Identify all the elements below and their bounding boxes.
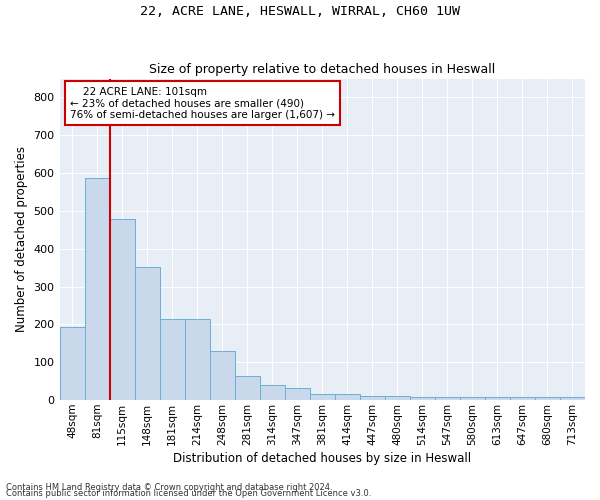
Bar	[285, 388, 310, 400]
Bar	[385, 396, 410, 400]
Bar	[209, 351, 235, 400]
Bar	[485, 397, 510, 400]
Bar	[310, 394, 335, 400]
Bar	[134, 267, 160, 400]
Bar	[535, 397, 560, 400]
X-axis label: Distribution of detached houses by size in Heswall: Distribution of detached houses by size …	[173, 452, 472, 465]
Text: Contains HM Land Registry data © Crown copyright and database right 2024.: Contains HM Land Registry data © Crown c…	[6, 484, 332, 492]
Bar	[435, 397, 460, 400]
Bar	[410, 397, 435, 400]
Bar	[85, 178, 110, 400]
Bar	[360, 396, 385, 400]
Bar	[110, 218, 134, 400]
Text: 22, ACRE LANE, HESWALL, WIRRAL, CH60 1UW: 22, ACRE LANE, HESWALL, WIRRAL, CH60 1UW	[140, 5, 460, 18]
Bar	[560, 397, 585, 400]
Text: 22 ACRE LANE: 101sqm
← 23% of detached houses are smaller (490)
76% of semi-deta: 22 ACRE LANE: 101sqm ← 23% of detached h…	[70, 86, 335, 120]
Bar	[185, 319, 209, 400]
Bar	[235, 376, 260, 400]
Bar	[160, 319, 185, 400]
Bar	[59, 327, 85, 400]
Bar	[510, 397, 535, 400]
Bar	[260, 385, 285, 400]
Bar	[335, 394, 360, 400]
Text: Contains public sector information licensed under the Open Government Licence v3: Contains public sector information licen…	[6, 490, 371, 498]
Title: Size of property relative to detached houses in Heswall: Size of property relative to detached ho…	[149, 63, 496, 76]
Bar	[460, 397, 485, 400]
Y-axis label: Number of detached properties: Number of detached properties	[15, 146, 28, 332]
